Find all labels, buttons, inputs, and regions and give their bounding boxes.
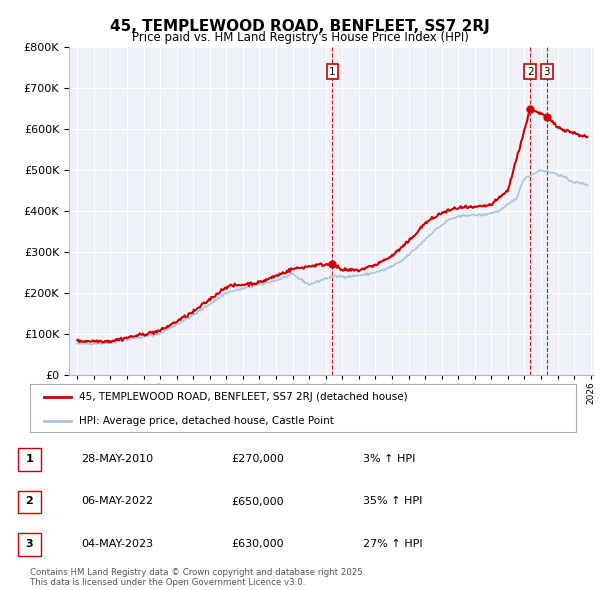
Text: 1: 1 [26, 454, 33, 464]
Text: 1: 1 [329, 67, 336, 77]
Text: Price paid vs. HM Land Registry's House Price Index (HPI): Price paid vs. HM Land Registry's House … [131, 31, 469, 44]
Text: £630,000: £630,000 [231, 539, 284, 549]
Text: 28-MAY-2010: 28-MAY-2010 [81, 454, 153, 464]
Text: 2: 2 [527, 67, 533, 77]
Text: 35% ↑ HPI: 35% ↑ HPI [363, 497, 422, 506]
Text: 45, TEMPLEWOOD ROAD, BENFLEET, SS7 2RJ (detached house): 45, TEMPLEWOOD ROAD, BENFLEET, SS7 2RJ (… [79, 392, 408, 402]
Text: £650,000: £650,000 [231, 497, 284, 506]
Text: £270,000: £270,000 [231, 454, 284, 464]
Text: 27% ↑ HPI: 27% ↑ HPI [363, 539, 422, 549]
Text: 3: 3 [26, 539, 33, 549]
Point [526, 104, 535, 113]
Point [542, 112, 551, 122]
Point [328, 260, 337, 269]
Text: 3: 3 [544, 67, 550, 77]
Text: 04-MAY-2023: 04-MAY-2023 [81, 539, 153, 549]
Text: 3% ↑ HPI: 3% ↑ HPI [363, 454, 415, 464]
Text: HPI: Average price, detached house, Castle Point: HPI: Average price, detached house, Cast… [79, 416, 334, 426]
Text: 2: 2 [26, 497, 33, 506]
Text: 45, TEMPLEWOOD ROAD, BENFLEET, SS7 2RJ: 45, TEMPLEWOOD ROAD, BENFLEET, SS7 2RJ [110, 19, 490, 34]
Text: Contains HM Land Registry data © Crown copyright and database right 2025.
This d: Contains HM Land Registry data © Crown c… [30, 568, 365, 587]
Text: 06-MAY-2022: 06-MAY-2022 [81, 497, 153, 506]
